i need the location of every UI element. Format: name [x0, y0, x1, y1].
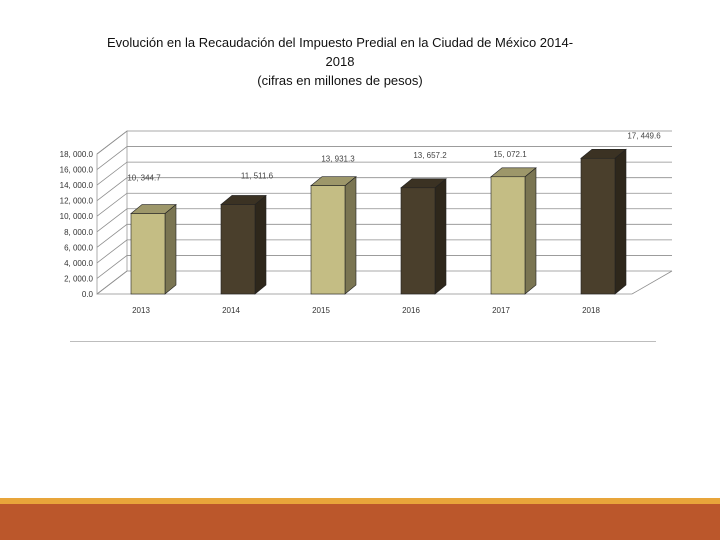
data-label: 11, 511.6	[241, 171, 274, 180]
gridline	[96, 192, 672, 217]
chart-labels: 0.0 2, 000.0 4, 000.0 6, 000.0 8, 000.0 10, 0…	[60, 131, 662, 315]
bar-2016	[400, 178, 447, 295]
gridline	[96, 255, 672, 279]
bar-front-face	[310, 185, 346, 295]
y-tick-label: 4, 000.0	[64, 259, 93, 268]
chart-bars	[130, 148, 627, 295]
y-tick-label: 2, 000.0	[64, 274, 93, 283]
gridline	[96, 177, 672, 201]
bar-side-face	[344, 176, 357, 295]
data-label: 13, 931.3	[321, 155, 355, 164]
x-tick-label: 2014	[222, 306, 240, 315]
x-tick-label: 2017	[492, 306, 510, 315]
bar-2018	[580, 148, 627, 295]
chart-grid	[96, 130, 673, 295]
chart-title: Evolución en la Recaudación del Impuesto…	[40, 33, 640, 90]
bar-side-face	[434, 178, 447, 295]
y-tick-label: 14, 000.0	[60, 181, 94, 190]
gridline	[96, 223, 672, 248]
y-tick-label: 8, 000.0	[64, 228, 93, 237]
footer-accent-stripe	[0, 498, 720, 504]
bar-front-face	[400, 187, 436, 295]
x-tick-label: 2015	[312, 306, 330, 315]
data-label: 10, 344.7	[127, 174, 161, 183]
gridline	[96, 146, 672, 170]
y-tick-label: 6, 000.0	[64, 243, 93, 252]
gridline	[96, 208, 672, 233]
y-tick-label: 10, 000.0	[60, 212, 94, 221]
y-tick-label: 18, 000.0	[60, 150, 94, 159]
bar-side-face	[254, 194, 267, 295]
bar-side-face	[614, 148, 627, 295]
y-tick-label: 16, 000.0	[60, 166, 94, 175]
gridline	[96, 130, 672, 155]
bar-front-face	[580, 157, 616, 295]
bar-side-face	[524, 167, 537, 295]
x-tick-label: 2016	[402, 306, 420, 315]
bar-2017	[490, 167, 537, 295]
chart-floor-side-edge	[631, 270, 673, 295]
bar-front-face	[490, 176, 526, 295]
bar-side-face	[164, 203, 177, 295]
y-tick-label: 12, 000.0	[60, 197, 94, 206]
y-tick-label: 0.0	[82, 290, 94, 299]
chart-title-line-3: (cifras en millones de pesos)	[257, 73, 423, 88]
bar-2013	[130, 203, 177, 295]
chart-bottom-divider	[70, 341, 656, 342]
chart-title-line-1: Evolución en la Recaudación del Impuesto…	[106, 35, 574, 50]
bar-front-face	[130, 213, 166, 295]
data-label: 13, 657.2	[413, 151, 447, 160]
bar-front-face	[220, 204, 256, 295]
bar-2015	[310, 176, 357, 295]
data-label: 15, 072.1	[493, 150, 527, 159]
gridline	[96, 239, 672, 264]
gridline	[96, 161, 672, 186]
data-label: 17, 449.6	[627, 131, 661, 140]
chart-title-line-2: 2018	[325, 54, 355, 69]
bar-chart: 0.0 2, 000.0 4, 000.0 6, 000.0 8, 000.0 10, 0…	[60, 130, 673, 315]
x-tick-label: 2018	[582, 306, 600, 315]
x-tick-label: 2013	[132, 306, 150, 315]
gridline	[96, 270, 672, 295]
footer-band	[0, 504, 720, 540]
bar-2014	[220, 194, 267, 295]
